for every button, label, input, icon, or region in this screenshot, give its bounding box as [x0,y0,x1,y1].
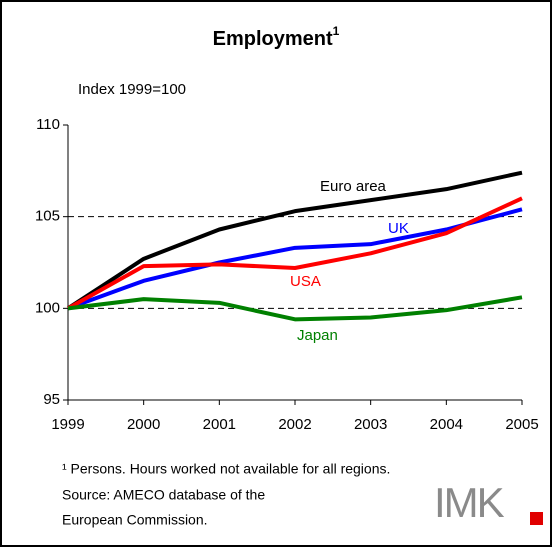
series-line [67,295,523,322]
x-tick-label: 2004 [430,416,463,433]
y-tick-label: 95 [43,391,60,408]
logo: IMK [434,479,505,526]
y-tick-label: 100 [35,299,60,316]
series-label: Euro area [320,178,387,195]
x-tick-label: 1999 [51,416,84,433]
subtitle: Index 1999=100 [78,81,186,98]
series-line [67,207,523,311]
footnote: ¹ Persons. Hours worked not available fo… [62,461,390,477]
x-tick-label: 2000 [127,416,160,433]
y-tick-label: 110 [36,116,60,133]
x-tick-label: 2001 [203,416,236,433]
chart-title: Employment1 [213,24,340,50]
series-label: Japan [297,327,338,344]
series-line [67,196,523,311]
x-tick-label: 2002 [278,416,311,433]
series-label: UK [388,220,409,237]
series-line [66,170,523,311]
source: Source: AMECO database of the [62,487,265,503]
y-tick-label: 105 [35,208,60,225]
source: European Commission. [62,512,208,528]
series-label: USA [290,273,321,290]
x-tick-label: 2003 [354,416,387,433]
x-tick-label: 2005 [505,416,538,433]
title-text: Employment [213,28,333,50]
logo-square [530,512,543,525]
title-superscript: 1 [333,24,340,38]
